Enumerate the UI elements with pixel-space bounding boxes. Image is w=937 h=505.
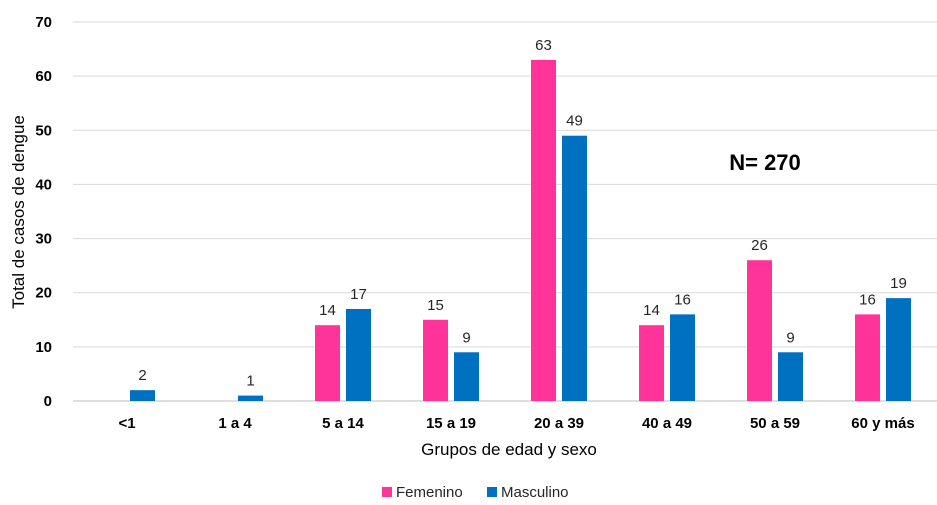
- y-tick-label: 20: [35, 285, 52, 302]
- data-label: 14: [643, 302, 660, 319]
- data-label: 49: [566, 113, 583, 130]
- bar-masculino: [670, 314, 695, 401]
- x-tick-label: 60 y más: [851, 415, 914, 432]
- y-tick-label: 60: [35, 68, 52, 85]
- bar-masculino: [562, 135, 587, 401]
- bar-masculino: [886, 298, 911, 401]
- x-tick-label: 40 a 49: [642, 415, 692, 432]
- axis-ticks: 0 10 20 30 40 50 60 70 <1 1 a 4 5 a 14 15 a 19 20 a …: [35, 14, 914, 432]
- data-label: 16: [859, 291, 876, 308]
- bar-masculino: [346, 308, 371, 401]
- y-tick-label: 30: [35, 231, 52, 248]
- y-tick-label: 50: [35, 122, 52, 139]
- legend-swatch-masculino: [487, 487, 497, 497]
- bar-masculino: [778, 352, 803, 401]
- data-label: 2: [138, 367, 146, 384]
- legend-swatch-femenino: [382, 487, 392, 497]
- data-label: 1: [246, 373, 254, 390]
- data-label: 26: [751, 237, 768, 254]
- bar-femenino: [531, 59, 556, 402]
- legend: Femenino Masculino: [382, 484, 569, 501]
- x-tick-label: <1: [118, 415, 135, 432]
- data-label: 17: [350, 286, 367, 303]
- bar-masculino: [454, 352, 479, 401]
- y-tick-label: 0: [44, 393, 52, 410]
- x-tick-label: 1 a 4: [218, 415, 252, 432]
- x-tick-label: 20 a 39: [534, 415, 584, 432]
- x-axis-title: Grupos de edad y sexo: [421, 440, 597, 459]
- bar-masculino: [130, 390, 155, 401]
- data-labels: 14 15 63 14 26 16 2 1 17 9 49 16 9 19: [138, 37, 907, 390]
- bar-femenino: [315, 325, 340, 401]
- total-annotation: N= 270: [729, 150, 801, 175]
- data-label: 16: [674, 291, 691, 308]
- data-label: 19: [890, 275, 907, 292]
- data-label: 14: [319, 302, 336, 319]
- bars: [130, 59, 911, 402]
- bar-masculino: [238, 395, 263, 401]
- gridlines: [73, 21, 937, 402]
- y-tick-label: 70: [35, 14, 52, 31]
- data-label: 63: [535, 37, 552, 54]
- bar-femenino: [423, 319, 448, 401]
- bar-femenino: [747, 260, 772, 401]
- data-label: 9: [786, 329, 794, 346]
- y-tick-label: 10: [35, 339, 52, 356]
- legend-label-masculino: Masculino: [501, 484, 569, 501]
- x-tick-label: 5 a 14: [322, 415, 364, 432]
- legend-label-femenino: Femenino: [396, 484, 463, 501]
- data-label: 9: [462, 329, 470, 346]
- x-tick-label: 15 a 19: [426, 415, 476, 432]
- x-tick-label: 50 a 59: [750, 415, 800, 432]
- bar-femenino: [639, 325, 664, 401]
- bar-femenino: [855, 314, 880, 401]
- y-axis-title: Total de casos de dengue: [9, 115, 28, 309]
- y-tick-label: 40: [35, 176, 52, 193]
- data-label: 15: [427, 297, 444, 314]
